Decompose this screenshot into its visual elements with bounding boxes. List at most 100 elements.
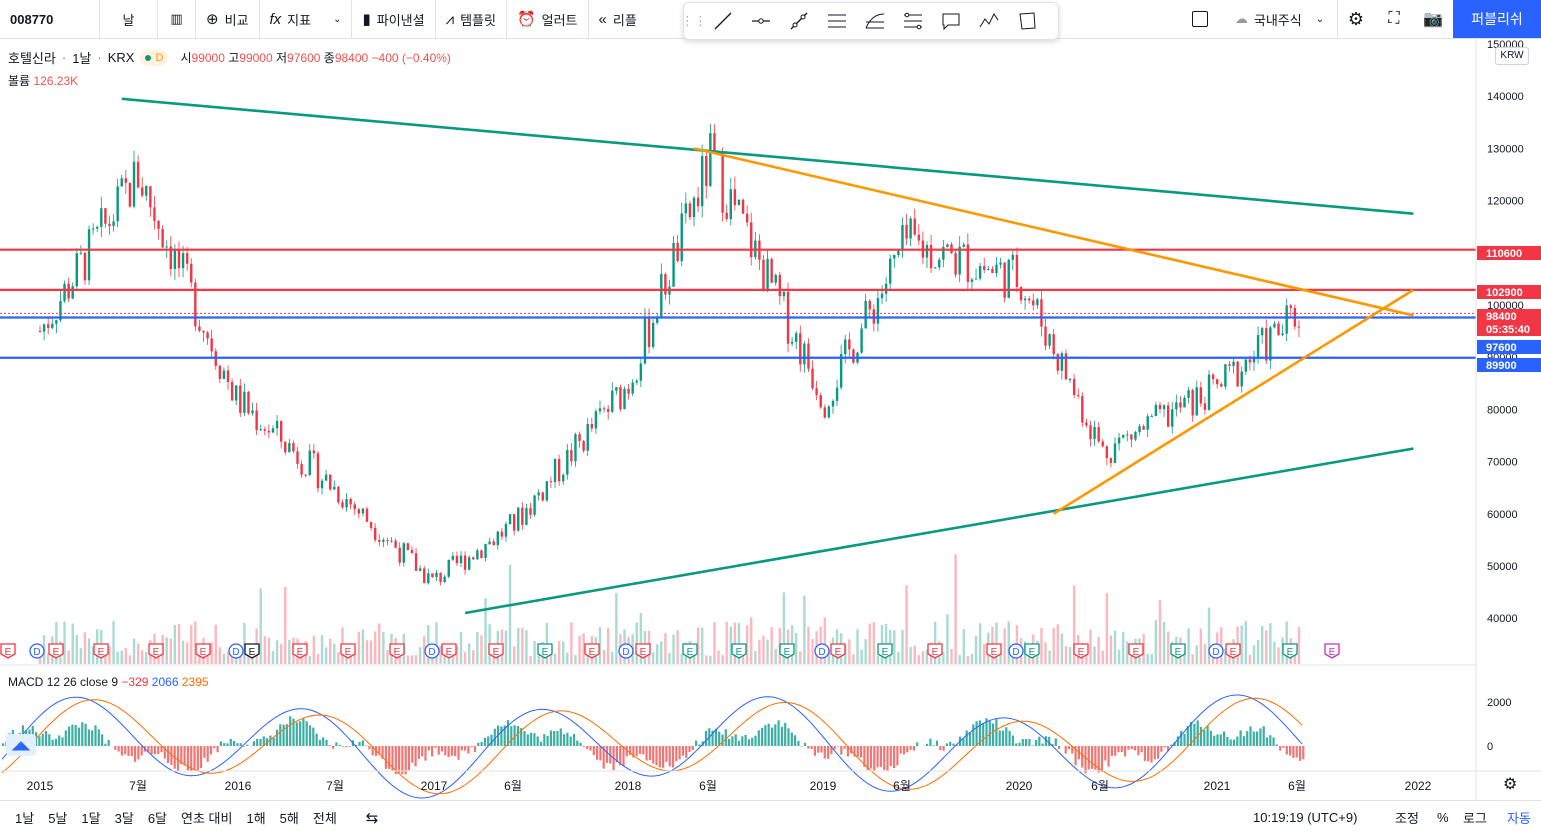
financials-button[interactable]: ▮파이낸셜 xyxy=(352,0,435,38)
symbol-search-button[interactable]: 008770 xyxy=(0,0,100,38)
candle-body xyxy=(631,382,633,393)
clock[interactable]: 10:19:19 (UTC+9) xyxy=(1253,810,1357,825)
layout-button[interactable] xyxy=(1185,0,1215,38)
adjust-button[interactable]: 조정 xyxy=(1395,808,1419,827)
range-button-0[interactable]: 1날 xyxy=(8,808,41,827)
earnings-marker[interactable]: E xyxy=(442,644,456,658)
currency-button[interactable]: KRW xyxy=(1495,47,1529,65)
price-tick: 40000 xyxy=(1487,613,1518,625)
earnings-marker[interactable]: E xyxy=(149,644,163,658)
range-button-6[interactable]: 1해 xyxy=(239,808,272,827)
earnings-marker[interactable]: E xyxy=(1226,644,1240,658)
range-button-3[interactable]: 3달 xyxy=(108,808,141,827)
templates-button[interactable]: ⩘템플릿 xyxy=(436,0,507,38)
interval-button[interactable]: 날 xyxy=(100,0,158,38)
fullscreen-button[interactable]: ⛶ xyxy=(1378,0,1410,38)
macd-histogram-bar xyxy=(217,746,219,752)
volume-bar xyxy=(709,656,711,664)
earnings-marker[interactable]: E xyxy=(538,644,552,658)
earnings-marker[interactable]: E xyxy=(1325,644,1339,658)
macd-histogram-bar xyxy=(1104,746,1106,761)
market-select[interactable]: ☁국내주식⌄ xyxy=(1222,0,1338,38)
volume-bar xyxy=(811,639,813,664)
macd-histogram-bar xyxy=(672,746,674,767)
range-button-5[interactable]: 연초 대비 xyxy=(174,808,239,827)
trendline-0[interactable] xyxy=(122,99,1414,214)
earnings-marker[interactable]: E xyxy=(1129,644,1143,658)
fx-icon: fx xyxy=(270,11,282,28)
range-button-1[interactable]: 5날 xyxy=(41,808,74,827)
ray-tool[interactable] xyxy=(780,3,818,39)
earnings-marker[interactable]: E xyxy=(1,644,15,658)
dividend-marker[interactable]: D xyxy=(1009,644,1023,658)
earnings-marker[interactable]: E xyxy=(878,644,892,658)
trendline-1[interactable] xyxy=(465,449,1413,613)
time-axis-settings-button[interactable]: ⚙ xyxy=(1503,774,1517,794)
fib-tool[interactable] xyxy=(856,3,894,39)
dividend-marker[interactable]: D xyxy=(815,644,829,658)
candle-body xyxy=(1118,438,1120,444)
earnings-marker[interactable]: E xyxy=(489,644,503,658)
earnings-marker[interactable]: E xyxy=(94,644,108,658)
settings-button[interactable]: ⚙ xyxy=(1340,0,1372,38)
drag-handle-icon[interactable]: ⋮⋮ xyxy=(684,3,704,39)
publish-button[interactable]: 퍼블리쉬 xyxy=(1453,0,1541,38)
earnings-marker[interactable]: E xyxy=(341,644,355,658)
macd-histogram-bar xyxy=(309,725,311,746)
macd-histogram-bar xyxy=(1233,740,1235,746)
earnings-marker[interactable]: E xyxy=(390,644,404,658)
macd-tick: 0 xyxy=(1487,741,1493,753)
macd-histogram-bar xyxy=(962,738,964,746)
earnings-marker[interactable]: E xyxy=(196,644,210,658)
earnings-marker[interactable]: E xyxy=(1171,644,1185,658)
earnings-marker[interactable]: E xyxy=(987,644,1001,658)
compare-button[interactable]: ⊕비교 xyxy=(196,0,260,38)
chart-type-button[interactable]: ▥ xyxy=(158,0,196,38)
earnings-marker[interactable]: E xyxy=(780,644,794,658)
earnings-marker[interactable]: E xyxy=(585,644,599,658)
earnings-marker[interactable]: E xyxy=(683,644,697,658)
range-button-2[interactable]: 1달 xyxy=(74,808,107,827)
earnings-marker[interactable]: E xyxy=(49,644,63,658)
tradingview-logo-icon[interactable]: ◢◣ xyxy=(6,734,36,756)
dividend-marker[interactable]: D xyxy=(1209,644,1223,658)
dividend-marker[interactable]: D xyxy=(30,644,44,658)
log-button[interactable]: 로그 xyxy=(1463,808,1487,827)
candle-body xyxy=(885,284,887,294)
earnings-marker[interactable]: E xyxy=(1025,644,1039,658)
macd-histogram-bar xyxy=(510,726,512,746)
snapshot-button[interactable]: 📷 xyxy=(1417,0,1449,38)
shape-tool[interactable] xyxy=(1008,3,1046,39)
dividend-marker[interactable]: D xyxy=(425,644,439,658)
range-button-7[interactable]: 5해 xyxy=(273,808,306,827)
replay-button[interactable]: «리플 xyxy=(589,0,647,38)
range-button-8[interactable]: 전체 xyxy=(306,808,344,827)
earnings-marker[interactable]: E xyxy=(636,644,650,658)
earnings-marker[interactable]: E xyxy=(293,644,307,658)
dividend-marker[interactable]: D xyxy=(619,644,633,658)
earnings-marker[interactable]: E xyxy=(1074,644,1088,658)
range-button-4[interactable]: 6달 xyxy=(141,808,174,827)
candles xyxy=(39,124,1300,585)
price-range-tool[interactable] xyxy=(894,3,932,39)
percent-button[interactable]: % xyxy=(1437,810,1449,825)
auto-button[interactable]: 자동 xyxy=(1507,808,1531,827)
trend-line-tool[interactable] xyxy=(704,3,742,39)
alert-button[interactable]: ⏰얼러트 xyxy=(507,0,589,38)
parallel-channel-tool[interactable] xyxy=(818,3,856,39)
macd-name[interactable]: MACD xyxy=(8,675,43,689)
wave-tool[interactable] xyxy=(970,3,1008,39)
horizontal-ray-tool[interactable] xyxy=(742,3,780,39)
earnings-marker[interactable]: E xyxy=(928,644,942,658)
callout-tool[interactable] xyxy=(932,3,970,39)
earnings-marker[interactable]: E xyxy=(831,644,845,658)
earnings-marker[interactable]: E xyxy=(1283,644,1297,658)
dividend-marker[interactable]: D xyxy=(229,644,243,658)
price-axis[interactable]: 1500001400001300001200001100001000009000… xyxy=(1487,39,1524,753)
goto-date-icon[interactable]: ⇆ xyxy=(366,809,379,827)
earnings-marker[interactable]: E xyxy=(245,644,259,658)
earnings-marker[interactable]: E xyxy=(732,644,746,658)
